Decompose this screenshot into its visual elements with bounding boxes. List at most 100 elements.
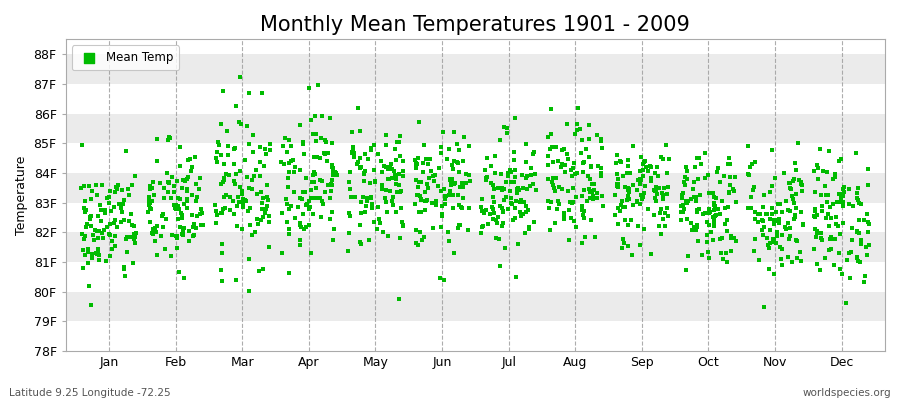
Bar (66, 173, 885, 203)
Point (490, 219, 504, 226)
Point (297, 226, 311, 232)
Point (713, 236, 727, 242)
Point (614, 159, 628, 165)
Point (807, 226, 822, 232)
Point (280, 201, 294, 208)
Point (633, 168, 647, 175)
Point (647, 187, 662, 193)
Point (817, 255, 832, 262)
Point (211, 212, 225, 218)
Point (833, 195, 848, 202)
Point (260, 194, 274, 200)
Point (76, 247, 90, 254)
Point (252, 144, 266, 151)
Point (79, 224, 94, 230)
Point (621, 163, 635, 169)
Point (829, 220, 843, 227)
Point (145, 185, 159, 191)
Point (284, 203, 298, 209)
Point (580, 198, 595, 204)
Point (551, 198, 565, 204)
Point (343, 213, 357, 219)
Point (321, 150, 336, 157)
Point (487, 210, 501, 216)
Point (381, 233, 395, 239)
Point (837, 189, 851, 195)
Point (446, 128, 461, 135)
Point (656, 192, 670, 199)
Point (796, 220, 810, 227)
Point (113, 219, 128, 225)
Point (435, 203, 449, 210)
Point (555, 161, 570, 167)
Point (583, 164, 598, 170)
Point (832, 231, 847, 237)
Point (175, 212, 189, 218)
Point (315, 198, 329, 204)
Point (548, 143, 562, 150)
Point (459, 180, 473, 187)
Point (121, 185, 135, 192)
Point (379, 187, 393, 194)
Point (565, 165, 580, 171)
Point (767, 271, 781, 278)
Point (385, 175, 400, 181)
Point (814, 146, 828, 152)
Point (563, 199, 578, 205)
Point (743, 194, 758, 201)
Point (382, 176, 396, 182)
Point (699, 232, 714, 238)
Point (634, 192, 648, 198)
Point (563, 167, 578, 174)
Point (107, 189, 122, 195)
Point (442, 146, 456, 152)
Point (622, 186, 636, 192)
Point (687, 224, 701, 230)
Point (710, 169, 724, 175)
Point (582, 176, 597, 183)
Point (850, 228, 864, 235)
Point (255, 206, 269, 212)
Point (788, 237, 803, 243)
Point (310, 154, 324, 160)
Point (692, 154, 706, 161)
Point (378, 195, 392, 201)
Point (584, 217, 598, 224)
Point (610, 204, 625, 211)
Point (362, 237, 376, 244)
Point (274, 250, 289, 256)
Point (103, 194, 117, 200)
Point (434, 150, 448, 156)
Point (124, 222, 139, 228)
Point (620, 196, 634, 203)
Point (674, 203, 688, 209)
Point (384, 160, 399, 167)
Point (765, 210, 779, 217)
Point (636, 193, 651, 200)
Point (475, 195, 490, 202)
Point (657, 222, 671, 229)
Point (233, 168, 248, 174)
Point (541, 197, 555, 204)
Point (162, 180, 176, 186)
Point (721, 190, 735, 196)
Point (850, 194, 864, 201)
Point (827, 171, 842, 178)
Point (634, 176, 648, 183)
Point (778, 226, 793, 232)
Point (371, 204, 385, 210)
Point (860, 211, 875, 217)
Point (282, 226, 296, 232)
Point (502, 167, 517, 173)
Point (346, 150, 361, 156)
Point (754, 226, 769, 233)
Point (704, 229, 718, 235)
Point (787, 216, 801, 222)
Bar (66, 114, 885, 143)
Point (179, 176, 194, 182)
Point (492, 136, 507, 143)
Point (144, 230, 158, 236)
Point (523, 182, 537, 189)
Point (714, 249, 728, 256)
Point (678, 174, 692, 180)
